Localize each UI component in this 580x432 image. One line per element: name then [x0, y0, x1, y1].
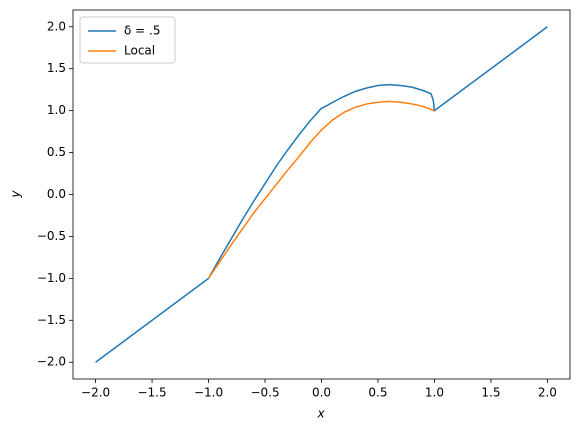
x-tick-label: 0.5 [368, 386, 387, 400]
legend-label: Local [124, 44, 155, 58]
series-line [95, 26, 548, 363]
x-axis-label: x [316, 407, 325, 421]
y-tick-label: −2.0 [37, 355, 66, 369]
y-tick-label: 1.0 [47, 103, 66, 117]
y-tick-label: 0.0 [47, 187, 66, 201]
x-tick-label: 1.0 [425, 386, 444, 400]
y-tick-label: 1.5 [47, 61, 66, 75]
y-tick-label: −0.5 [37, 229, 66, 243]
x-tick-label: 2.0 [538, 386, 557, 400]
y-tick-label: −1.5 [37, 313, 66, 327]
y-tick-label: −1.0 [37, 271, 66, 285]
y-axis-label: y [9, 190, 23, 199]
x-tick-label: −0.5 [250, 386, 279, 400]
x-tick-label: −2.0 [81, 386, 110, 400]
x-tick-label: 0.0 [312, 386, 331, 400]
y-tick-label: 0.5 [47, 145, 66, 159]
x-tick-label: −1.5 [137, 386, 166, 400]
legend-label: δ = .5 [124, 24, 160, 38]
x-tick-label: −1.0 [194, 386, 223, 400]
x-tick-label: 1.5 [481, 386, 500, 400]
y-tick-label: 2.0 [47, 19, 66, 33]
series-line [207, 100, 435, 279]
